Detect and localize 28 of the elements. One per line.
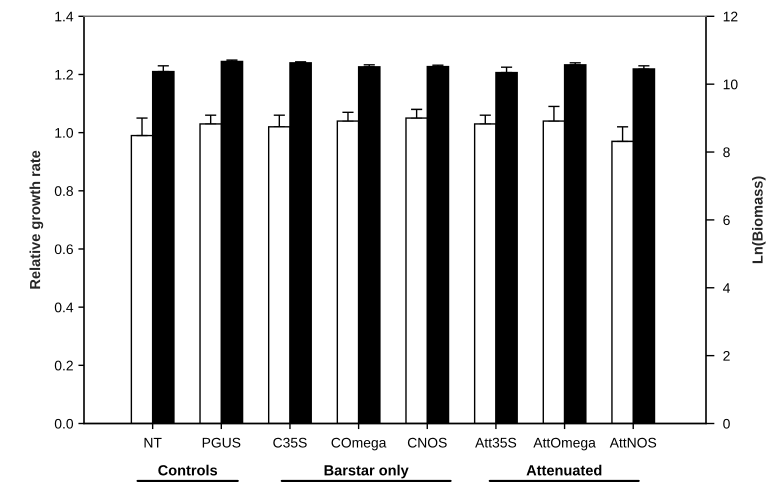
y2-tick-label: 10 (724, 80, 738, 90)
y2-tick-label: 8 (723, 147, 730, 158)
x-tick-label: NT (144, 438, 162, 448)
y-tick-label: 1.4 (55, 12, 74, 22)
y-tick-label: 0.8 (54, 186, 73, 196)
x-tick-label: CNOS (408, 438, 447, 448)
x-tick-label: C35S (273, 438, 307, 448)
y-axis-title: Relative growth rate (30, 150, 44, 289)
y2-tick-label: 12 (724, 12, 738, 22)
text: Attenuated (526, 464, 602, 476)
x-tick-label: PGUS (202, 438, 240, 448)
y2-tick-label: 0 (723, 418, 730, 429)
y2-tick-label: 2 (723, 350, 730, 361)
y-tick-label: 0.6 (54, 244, 73, 254)
y-tick-label: 0.0 (54, 418, 74, 429)
y2-tick-label: 4 (722, 283, 730, 293)
x-tick-label: AttOmega (533, 438, 596, 450)
text: Barstar only (324, 464, 409, 478)
x-tick-label: COmega (332, 438, 386, 450)
text: Controls (158, 464, 218, 476)
y-tick-label: 1.2 (55, 70, 73, 80)
y-tick-label: 1.0 (55, 128, 74, 138)
y-tick-label: 0.2 (54, 360, 73, 370)
y2-tick-label: 6 (723, 215, 730, 226)
x-tick-label: AttNOS (610, 438, 656, 448)
y2-axis-title: Ln(Biomass) (752, 176, 766, 264)
y-tick-label: 0.4 (54, 302, 74, 312)
x-tick-label: Att35S (475, 438, 516, 448)
